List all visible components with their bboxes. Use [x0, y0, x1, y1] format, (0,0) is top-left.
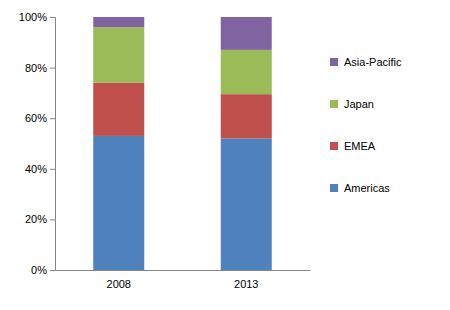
legend-entry: Americas	[330, 182, 390, 194]
y-axis-line	[50, 18, 56, 271]
series	[93, 136, 272, 270]
legend-label: Americas	[344, 182, 390, 194]
tick-mark	[50, 17, 55, 18]
tick: 2008	[107, 270, 131, 290]
legend: Asia-Pacific Japan EMEA Americas	[330, 56, 402, 194]
tick-mark	[50, 118, 55, 119]
bar-segment	[93, 17, 144, 27]
series	[93, 17, 272, 50]
tick: 100%	[19, 11, 55, 23]
tick: 40%	[25, 163, 55, 175]
legend-label: Japan	[344, 98, 374, 110]
tick-mark	[50, 68, 55, 69]
bar-segment	[221, 94, 272, 138]
tick: 0%	[31, 264, 55, 276]
legend-swatch	[330, 100, 338, 108]
bar-segment	[93, 83, 144, 136]
tick-label: 20%	[25, 213, 47, 225]
legend-entry: Asia-Pacific	[330, 56, 402, 68]
tick-label: 2008	[107, 278, 131, 290]
bar-segment	[221, 50, 272, 94]
tick: 60%	[25, 112, 55, 124]
tick: 2013	[234, 270, 258, 290]
plot: 0% 20% 40% 60% 80% 100% 2008 2013	[19, 11, 311, 290]
tick: 20%	[25, 213, 55, 225]
bar-segment	[93, 27, 144, 83]
y-axis: 0% 20% 40% 60% 80% 100%	[19, 11, 56, 276]
tick: 80%	[25, 62, 55, 74]
bars	[93, 17, 272, 270]
x-axis-line	[56, 270, 311, 271]
legend-entry: EMEA	[330, 140, 376, 152]
tick-label: 40%	[25, 163, 47, 175]
legend-entry: Japan	[330, 98, 374, 110]
tick-label: 80%	[25, 62, 47, 74]
legend-swatch	[330, 184, 338, 192]
legend-label: Asia-Pacific	[344, 56, 402, 68]
tick-label: 60%	[25, 112, 47, 124]
legend-label: EMEA	[344, 140, 376, 152]
chart: 0% 20% 40% 60% 80% 100% 2008 2013 Asia-Pacific Ja…	[0, 0, 450, 310]
legend-swatch	[330, 142, 338, 150]
bar-segment	[221, 138, 272, 270]
x-axis: 2008 2013	[56, 270, 311, 290]
tick-mark	[50, 219, 55, 220]
legend-swatch	[330, 58, 338, 66]
tick-label: 0%	[31, 264, 47, 276]
bar-segment	[93, 136, 144, 270]
bar-segment	[221, 17, 272, 50]
tick-label: 2013	[234, 278, 258, 290]
tick-label: 100%	[19, 11, 47, 23]
tick-mark	[50, 169, 55, 170]
tick-mark	[50, 270, 55, 271]
